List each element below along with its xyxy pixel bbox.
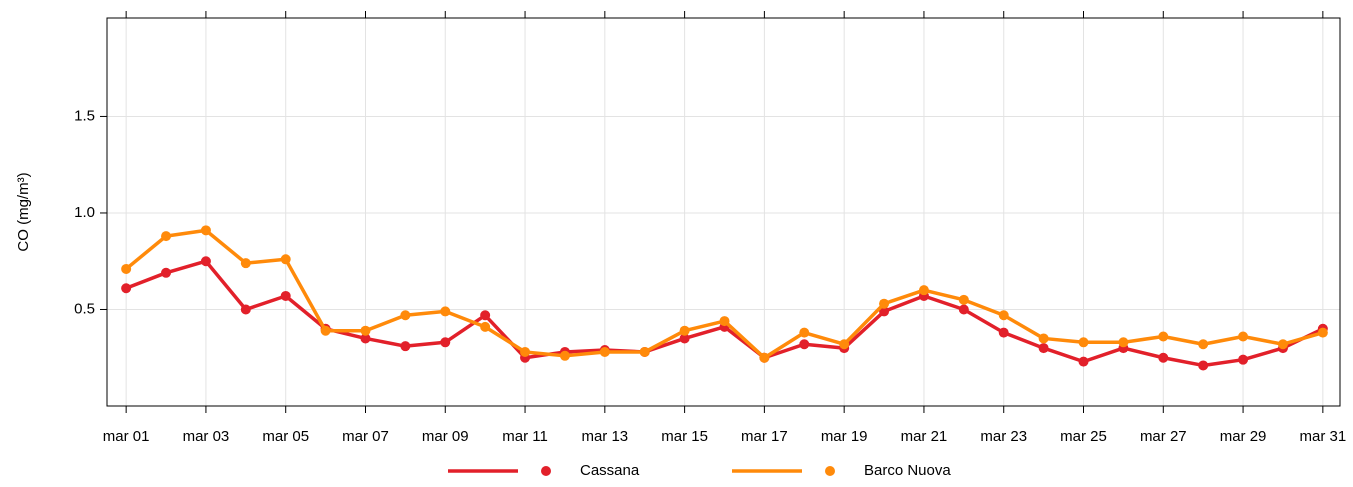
data-point [998, 327, 1009, 338]
data-point [121, 263, 132, 274]
data-point [719, 316, 730, 327]
data-point [400, 341, 411, 352]
data-point [400, 310, 411, 321]
x-tick-label: mar 27 [1140, 428, 1187, 445]
data-point [879, 298, 890, 309]
data-point [599, 346, 610, 357]
data-point [1238, 331, 1249, 342]
x-tick-label: mar 23 [980, 428, 1027, 445]
data-point [440, 306, 451, 317]
data-point [1038, 343, 1049, 354]
data-point [1198, 360, 1209, 371]
legend-marker [825, 466, 835, 476]
data-point [200, 225, 211, 236]
x-tick-label: mar 03 [183, 428, 230, 445]
legend-label: Barco Nuova [864, 462, 951, 479]
data-point [998, 310, 1009, 321]
data-point [1038, 333, 1049, 344]
data-point [480, 310, 491, 321]
data-point [1078, 356, 1089, 367]
data-point [1118, 337, 1129, 348]
data-point [121, 283, 132, 294]
data-point [559, 350, 570, 361]
legend-marker [541, 466, 551, 476]
data-point [1198, 339, 1209, 350]
data-point [240, 258, 251, 269]
data-point [520, 346, 531, 357]
data-point [360, 333, 371, 344]
legend-label: Cassana [580, 462, 640, 479]
x-tick-label: mar 19 [821, 428, 868, 445]
data-point [1158, 331, 1169, 342]
data-point [480, 321, 491, 332]
data-point [918, 285, 929, 296]
data-point [200, 256, 211, 267]
x-tick-label: mar 11 [502, 428, 548, 445]
y-axis-label: CO (mg/m³) [15, 172, 32, 251]
data-point [679, 333, 690, 344]
data-point [280, 254, 291, 265]
data-point [1317, 327, 1328, 338]
x-tick-label: mar 29 [1220, 428, 1267, 445]
data-point [639, 346, 650, 357]
series-line [125, 259, 1324, 368]
x-tick-label: mar 09 [422, 428, 469, 445]
y-tick-label: 0.5 [74, 300, 95, 317]
data-point [839, 339, 850, 350]
x-tick-label: mar 07 [342, 428, 389, 445]
data-point [280, 290, 291, 301]
data-point [320, 325, 331, 336]
x-tick-label: mar 21 [901, 428, 948, 445]
data-point [1277, 339, 1288, 350]
data-point [679, 325, 690, 336]
data-point [1078, 337, 1089, 348]
plot-frame [106, 17, 1341, 407]
data-point [799, 327, 810, 338]
data-point [879, 306, 890, 317]
data-point [1158, 352, 1169, 363]
x-tick-label: mar 15 [661, 428, 708, 445]
data-point [360, 325, 371, 336]
data-point [799, 339, 810, 350]
data-point [759, 352, 770, 363]
series-line [125, 228, 1324, 360]
data-point [240, 304, 251, 315]
data-point [161, 231, 172, 242]
x-tick-label: mar 13 [581, 428, 628, 445]
x-tick-label: mar 01 [103, 428, 150, 445]
x-tick-label: mar 31 [1300, 428, 1347, 445]
data-point [958, 294, 969, 305]
data-point [161, 267, 172, 278]
x-tick-label: mar 25 [1060, 428, 1107, 445]
y-tick-label: 1.5 [74, 107, 95, 124]
y-tick-label: 1.0 [74, 204, 95, 221]
data-point [1238, 354, 1249, 365]
data-point [440, 337, 451, 348]
x-tick-label: mar 05 [262, 428, 309, 445]
data-point [958, 304, 969, 315]
x-tick-label: mar 17 [741, 428, 788, 445]
